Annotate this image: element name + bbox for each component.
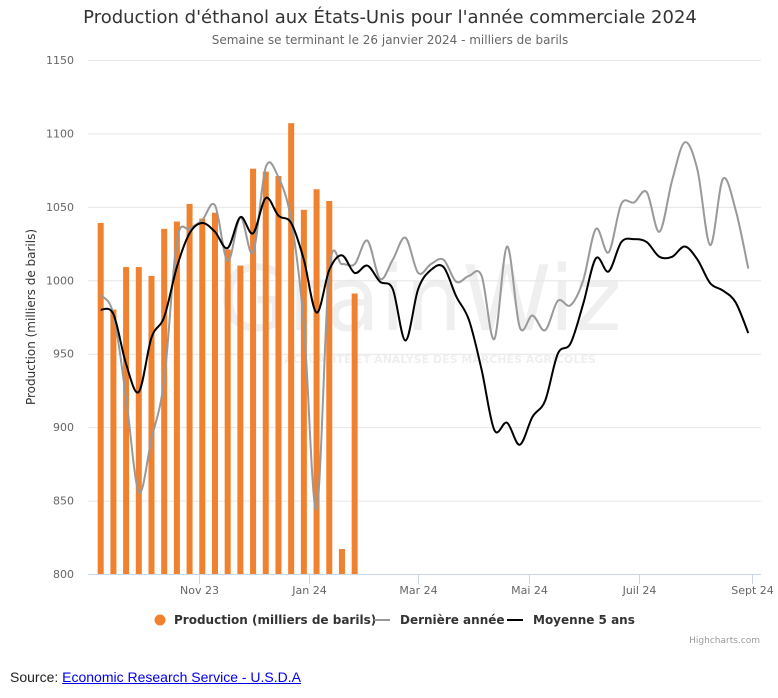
- x-tick-label: Sept 24: [731, 584, 774, 597]
- series-lines: [99, 141, 750, 511]
- y-axis-labels: 800 850 900 950 1000 1050 1100 1150: [46, 54, 74, 581]
- x-tick-label: Mar 24: [399, 584, 437, 597]
- production-bar: [351, 293, 358, 574]
- chart-subtitle: Semaine se terminant le 26 janvier 2024 …: [212, 33, 569, 47]
- y-tick-label: 850: [53, 495, 74, 508]
- legend-item[interactable]: Dernière année: [374, 613, 505, 627]
- legend-label: Moyenne 5 ans: [533, 613, 635, 627]
- production-bar: [237, 265, 244, 574]
- production-bar: [186, 203, 193, 575]
- production-bar: [173, 221, 180, 575]
- production-bar: [250, 168, 257, 574]
- y-tick-label: 900: [53, 421, 74, 434]
- legend-label: Dernière année: [400, 613, 505, 627]
- production-bar: [135, 267, 142, 574]
- y-tick-label: 1050: [46, 201, 74, 214]
- x-tick-label: Mai 24: [511, 584, 548, 597]
- production-bar: [338, 549, 345, 574]
- production-bar: [262, 171, 269, 574]
- watermark-logo-text: GrainWiz: [218, 247, 621, 352]
- chart-title: Production d'éthanol aux États-Unis pour…: [83, 6, 697, 28]
- source-label: Source:: [10, 669, 59, 685]
- x-tick-label: Nov 23: [180, 584, 219, 597]
- source-link[interactable]: Economic Research Service - U.S.D.A: [62, 669, 301, 685]
- production-bar: [148, 275, 155, 574]
- legend-dot-icon: [154, 614, 166, 626]
- legend-item[interactable]: Production (milliers de barils): [154, 613, 377, 627]
- production-bar: [97, 223, 104, 575]
- y-tick-label: 1000: [46, 274, 74, 287]
- credits-link[interactable]: Highcharts.com: [689, 636, 760, 646]
- production-bar: [288, 123, 295, 575]
- five-year-average-line: [100, 196, 750, 446]
- production-bar: [161, 228, 168, 574]
- production-bar: [275, 176, 282, 574]
- legend-label: Production (milliers de barils): [174, 613, 376, 627]
- production-bar: [110, 309, 117, 574]
- watermark-logo: GrainWiz ACTUALITÉ ET ANALYSE DES MARCHÉ…: [218, 247, 621, 366]
- y-tick-label: 1100: [46, 127, 74, 140]
- y-tick-label: 1150: [46, 54, 74, 67]
- watermark-tagline: ACTUALITÉ ET ANALYSE DES MARCHÉS AGRICOL…: [284, 353, 596, 366]
- source-line: Source: Economic Research Service - U.S.…: [10, 669, 301, 685]
- production-bar: [199, 218, 206, 574]
- legend-item[interactable]: Moyenne 5 ans: [507, 613, 635, 627]
- y-tick-label: 800: [53, 568, 74, 581]
- chart: Production d'éthanol aux États-Unis pour…: [24, 6, 774, 646]
- legend: Production (milliers de barils) Dernière …: [154, 613, 635, 627]
- x-tick-label: Jan 24: [291, 584, 326, 597]
- production-bar: [123, 267, 130, 574]
- production-bar: [211, 212, 218, 574]
- x-tick-label: Juil 24: [622, 584, 657, 597]
- production-bar: [224, 249, 231, 574]
- y-gridlines: [88, 60, 761, 502]
- last-year-line: [99, 141, 750, 511]
- production-bar: [326, 200, 333, 575]
- y-tick-label: 950: [53, 348, 74, 361]
- production-bar: [300, 209, 307, 574]
- y-axis-title: Production (milliers de barils): [24, 229, 38, 405]
- production-bar: [313, 189, 320, 574]
- x-axis-labels: Nov 23 Jan 24 Mar 24 Mai 24 Juil 24 Sept 24: [180, 574, 774, 597]
- production-bars: [97, 123, 358, 575]
